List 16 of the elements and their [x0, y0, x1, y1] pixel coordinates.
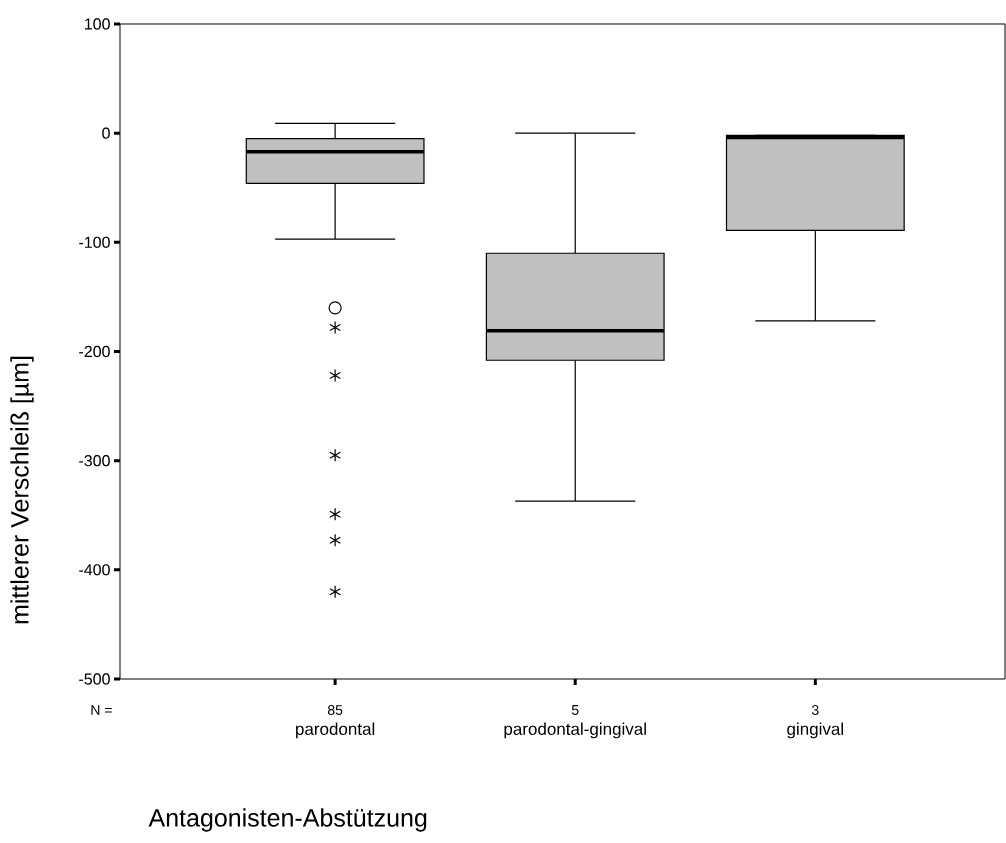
x-tick-label: parodontal-gingival: [504, 722, 646, 739]
y-tick-label: -500: [79, 673, 110, 685]
x-tick-label: parodontal: [296, 722, 375, 739]
y-tick-label: -100: [79, 236, 110, 248]
text: 3: [811, 705, 819, 715]
y-tick-label: 100: [85, 18, 110, 30]
y-tick-label: -200: [79, 345, 110, 358]
y-tick-label: -300: [79, 455, 110, 467]
text: 5: [571, 705, 579, 715]
x-axis-title: Antagonisten-Abstützung: [148, 808, 427, 832]
y-tick-label: -400: [79, 564, 110, 576]
x-tick-label: gingival: [787, 722, 843, 739]
text: 85: [327, 705, 343, 715]
text: N =: [91, 705, 112, 715]
y-tick-label: 0: [102, 127, 110, 139]
y-axis-title: mittlerer Verschleiß [µm]: [10, 356, 34, 624]
